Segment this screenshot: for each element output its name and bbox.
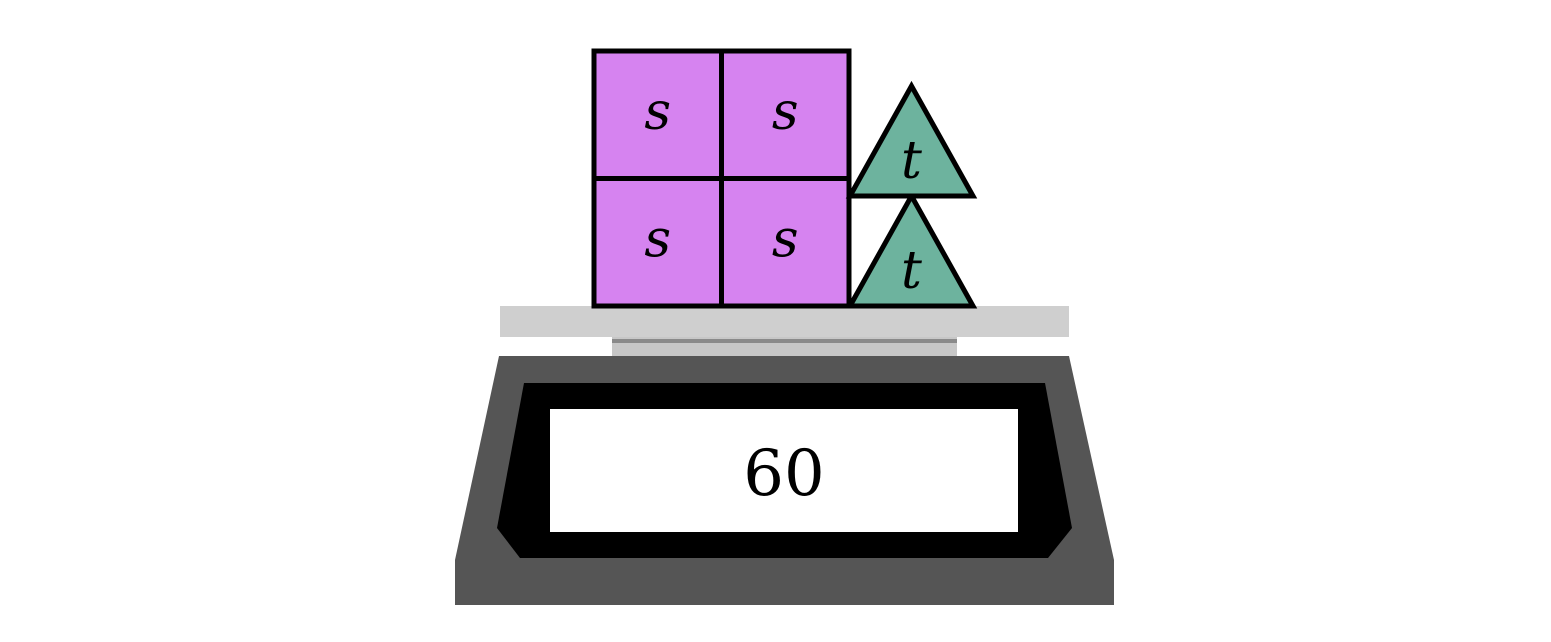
- triangle-weight-label: t: [901, 131, 922, 191]
- scale-display: [550, 409, 1018, 532]
- square-weight: [719, 176, 852, 309]
- scale-reading: 60: [743, 437, 824, 511]
- square-weight-label: s: [644, 82, 671, 142]
- square-weight: [591, 48, 724, 181]
- scale-platform: [500, 306, 1069, 337]
- square-weight-label: s: [772, 82, 799, 142]
- triangle-weight: [845, 190, 978, 309]
- scale-neck-line: [612, 339, 957, 343]
- weights-on-scale: s s s s tt: [591, 48, 978, 309]
- square-weight-label: s: [772, 209, 799, 269]
- triangle-weight: [845, 80, 978, 199]
- triangle-weight-label: t: [901, 241, 922, 301]
- square-weight-label: s: [644, 209, 671, 269]
